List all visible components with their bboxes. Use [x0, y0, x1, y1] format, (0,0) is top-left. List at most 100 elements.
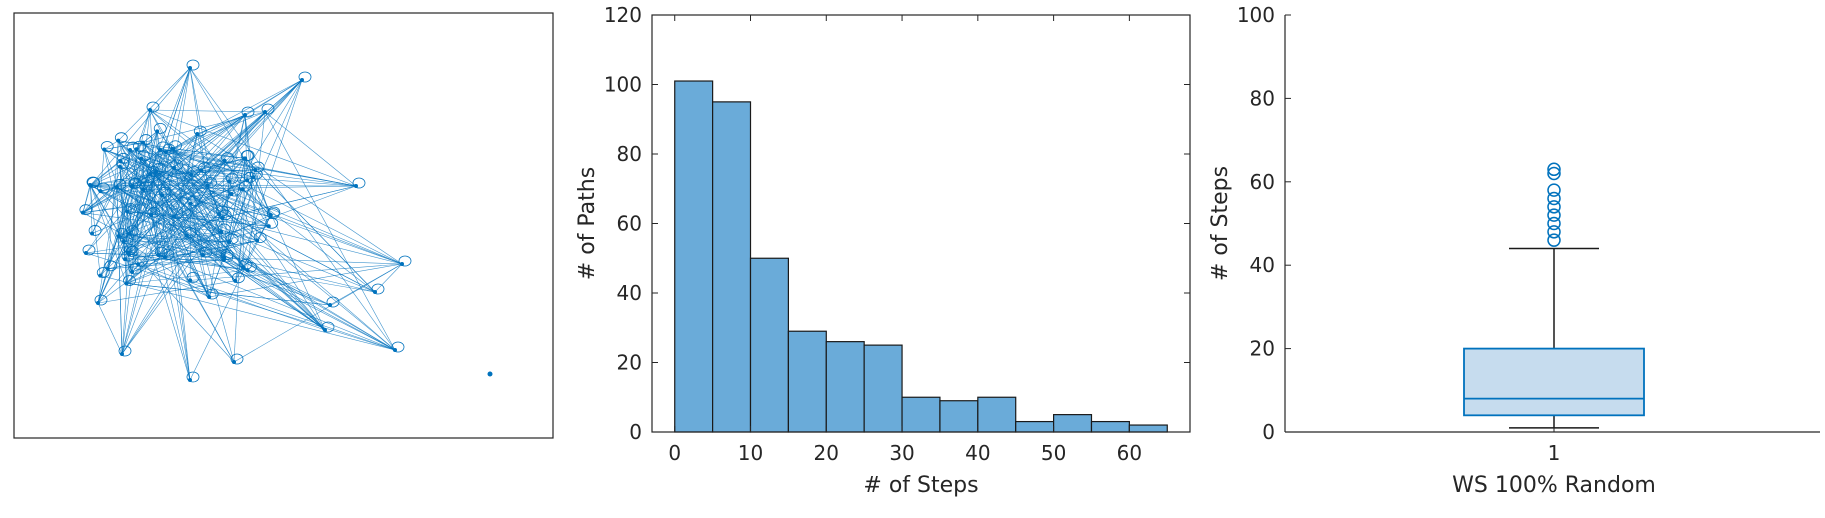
network-edge: [116, 187, 376, 293]
network-edge: [143, 189, 271, 217]
network-node-dot: [207, 294, 212, 299]
y-tick-label: 0: [629, 420, 642, 444]
outlier-point: [1547, 191, 1561, 206]
histogram-bar: [825, 341, 865, 433]
network-edge: [129, 254, 248, 271]
network-node-dot: [400, 262, 404, 266]
network-node: [221, 152, 234, 164]
network-edge: [156, 67, 191, 172]
network-edge: [97, 280, 236, 304]
network-edge: [100, 275, 396, 351]
network-node: [133, 140, 146, 152]
network-node-dot: [154, 169, 159, 174]
network-edge: [129, 149, 210, 298]
network-node: [139, 181, 153, 193]
network-edge: [160, 149, 357, 187]
network-node: [241, 149, 255, 161]
network-node-dot: [149, 213, 154, 218]
network-node-dot: [148, 108, 152, 112]
network-node-dot: [88, 183, 92, 187]
network-edge: [223, 257, 326, 331]
network-edge: [121, 167, 175, 355]
network-edge: [219, 213, 269, 227]
x-tick-label: 1: [1548, 441, 1561, 465]
histogram-bar: [749, 257, 789, 433]
network-edge: [244, 158, 403, 265]
network-edge: [89, 184, 101, 276]
network-node: [241, 106, 255, 118]
network-edge: [157, 131, 208, 186]
network-node: [113, 178, 127, 190]
network-edge: [129, 149, 248, 271]
network-node: [118, 345, 132, 357]
network-node-dot: [116, 234, 121, 239]
network-node: [217, 223, 231, 235]
network-edge: [164, 185, 357, 258]
network-node: [86, 176, 100, 188]
network-node-dot: [195, 131, 200, 136]
network-edge: [82, 184, 91, 213]
network-node: [100, 141, 114, 152]
histogram-bar: [977, 396, 1017, 433]
network-edge: [173, 216, 222, 233]
network-edge: [190, 263, 403, 281]
network-node-dot: [171, 165, 176, 170]
network-node: [398, 255, 412, 267]
network-node-dot: [118, 159, 123, 164]
histogram-bars: [674, 80, 1168, 433]
network-edge: [90, 185, 127, 284]
network-edge: [207, 185, 244, 268]
network-node-dot: [188, 278, 193, 283]
network-node-dot: [136, 262, 141, 267]
network-node: [82, 244, 96, 256]
network-node-dot: [128, 148, 132, 152]
outlier-point: [1547, 166, 1561, 181]
network-node: [88, 225, 102, 236]
network-node: [147, 166, 160, 177]
network-edge: [209, 263, 403, 298]
network-edge: [189, 67, 245, 159]
network-node: [243, 171, 257, 183]
network-node: [137, 150, 151, 162]
network-edge: [126, 283, 331, 306]
network-node: [94, 294, 108, 306]
network-node: [298, 71, 312, 83]
network-edge: [158, 254, 396, 351]
network-node-dot: [245, 268, 250, 273]
network-edge: [243, 158, 270, 227]
network-node: [238, 180, 252, 192]
network-node-dot: [205, 183, 210, 188]
network-edge: [89, 184, 403, 265]
network-edge: [90, 67, 191, 186]
network-node-dot: [263, 110, 267, 114]
network-node: [251, 161, 265, 173]
network-node-dot: [141, 187, 146, 192]
network-node-dot: [124, 281, 129, 286]
network-node-dot: [130, 183, 135, 188]
outlier-point: [1547, 200, 1561, 214]
y-tick-label: 40: [1250, 253, 1275, 277]
network-node-dot: [125, 209, 130, 214]
network-node: [265, 217, 279, 229]
network-edge: [127, 211, 130, 234]
network-edge: [189, 67, 208, 186]
y-tick-label: 60: [617, 212, 642, 236]
network-node-dot: [160, 193, 165, 198]
network-edge: [90, 185, 163, 196]
network-edge: [165, 79, 303, 153]
network-node: [218, 209, 232, 221]
network-node-dot: [98, 273, 103, 278]
network-node: [79, 204, 93, 216]
y-tick-label: 100: [1237, 3, 1275, 27]
network-edge: [149, 109, 266, 113]
network-node: [116, 158, 130, 170]
network-edge: [223, 257, 396, 351]
network-edge: [197, 114, 246, 135]
network-edge: [91, 149, 131, 234]
network-edge: [150, 215, 235, 363]
network-node: [162, 143, 176, 155]
network-node: [326, 296, 340, 308]
network-node: [228, 185, 241, 197]
network-node-dot: [222, 255, 227, 260]
network-node: [187, 195, 201, 206]
